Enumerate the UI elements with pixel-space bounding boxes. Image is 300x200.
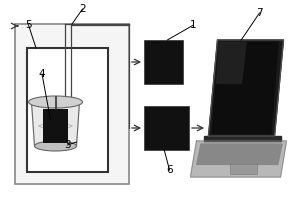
Polygon shape <box>190 141 286 177</box>
Polygon shape <box>32 102 80 146</box>
Bar <box>27 48 108 172</box>
Bar <box>144 106 189 150</box>
Bar <box>15 24 129 184</box>
Text: 5: 5 <box>25 20 32 30</box>
Text: 2: 2 <box>79 4 86 14</box>
Polygon shape <box>197 144 282 164</box>
Text: 1: 1 <box>190 20 197 30</box>
Text: 4: 4 <box>39 69 45 79</box>
Bar <box>43 109 68 143</box>
Text: 7: 7 <box>256 8 263 18</box>
Bar <box>230 164 257 174</box>
Ellipse shape <box>34 141 76 151</box>
Polygon shape <box>217 42 246 83</box>
Polygon shape <box>204 136 280 141</box>
Bar <box>144 40 183 84</box>
Polygon shape <box>212 42 278 134</box>
Ellipse shape <box>28 96 82 108</box>
Text: 6: 6 <box>166 165 173 175</box>
Text: 3: 3 <box>64 140 71 150</box>
Polygon shape <box>208 40 284 136</box>
